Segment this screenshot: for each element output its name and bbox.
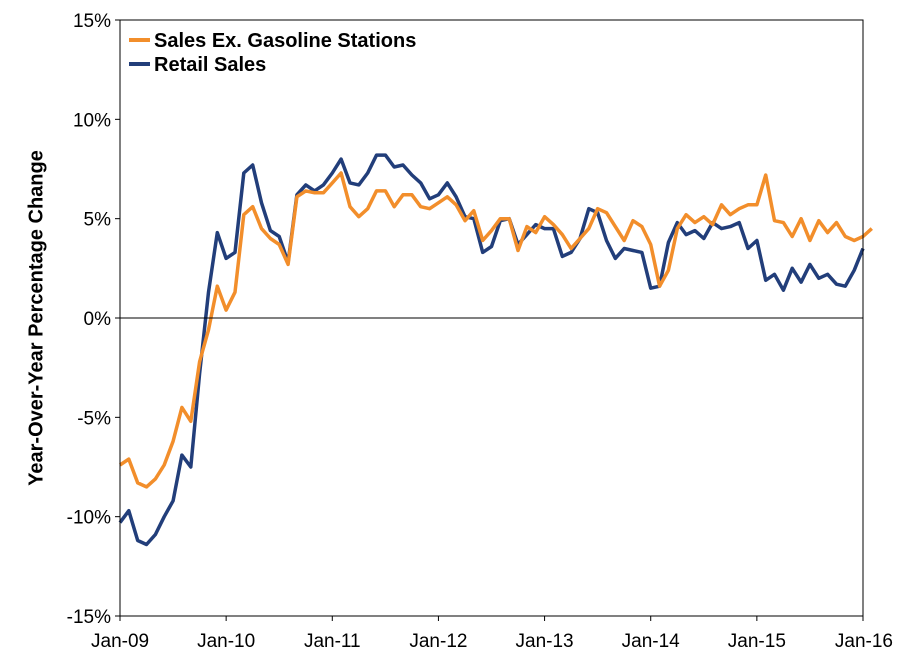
x-tick-label: Jan-14 bbox=[622, 631, 681, 652]
series-layer bbox=[118, 153, 873, 547]
y-tick-label: 15% bbox=[73, 11, 111, 32]
y-tick-label: -5% bbox=[77, 408, 111, 429]
x-tick-label: Jan-09 bbox=[91, 631, 149, 652]
y-axis: -15% -10% -5% 0% 5% 10% 15% bbox=[67, 11, 120, 628]
legend: Sales Ex. Gasoline Stations Retail Sales bbox=[129, 30, 416, 76]
x-tick-label: Jan-12 bbox=[409, 631, 467, 652]
y-tick-label: 0% bbox=[84, 309, 112, 330]
x-tick-label: Jan-16 bbox=[835, 631, 893, 652]
x-tick-label: Jan-11 bbox=[304, 631, 361, 652]
y-tick-label: -15% bbox=[67, 607, 111, 628]
y-tick-label: -10% bbox=[67, 508, 111, 529]
x-tick-label: Jan-15 bbox=[728, 631, 786, 652]
legend-label-series-1: Sales Ex. Gasoline Stations bbox=[154, 30, 416, 52]
y-tick-label: 5% bbox=[84, 210, 112, 231]
y-axis-title: Year-Over-Year Percentage Change bbox=[25, 150, 47, 486]
y-tick-label: 10% bbox=[73, 110, 111, 131]
x-tick-label: Jan-13 bbox=[516, 631, 574, 652]
series-line-1 bbox=[119, 171, 873, 489]
x-tick-label: Jan-10 bbox=[197, 631, 255, 652]
x-axis: Jan-09 Jan-10 Jan-11 Jan-12 Jan-13 Jan-14 Jan-… bbox=[91, 616, 893, 652]
series-line-2 bbox=[118, 153, 865, 547]
legend-label-series-2: Retail Sales bbox=[154, 54, 266, 76]
